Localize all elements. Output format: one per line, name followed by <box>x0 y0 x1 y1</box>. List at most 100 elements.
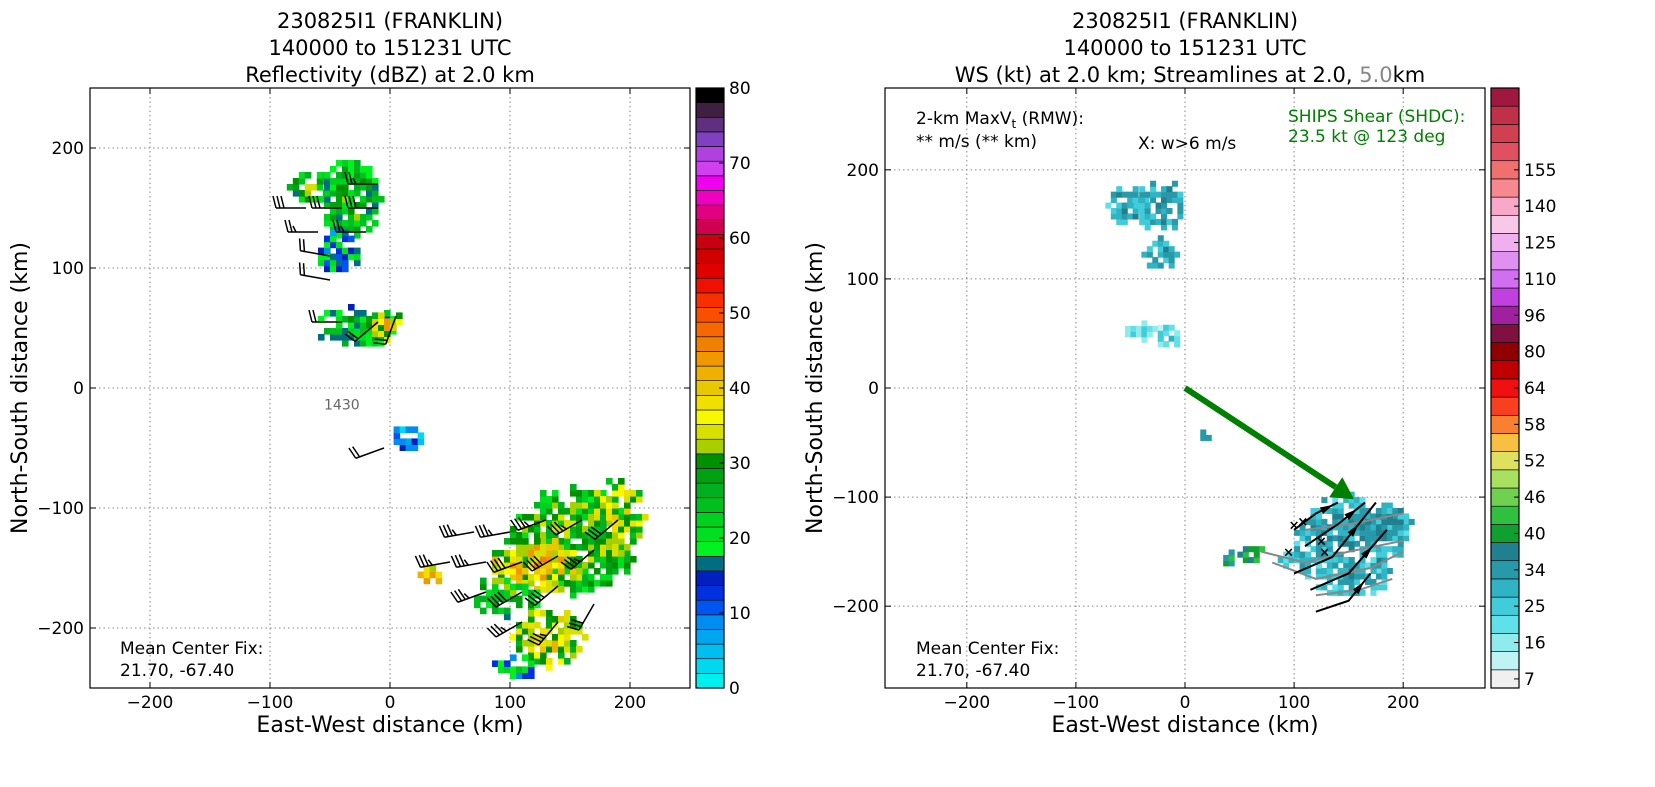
left-echo-pixel <box>540 508 547 515</box>
right-title-line2: 140000 to 151231 UTC <box>1063 36 1306 60</box>
left-colorbar-cell <box>695 409 725 425</box>
left-echo-pixel <box>558 658 565 665</box>
right-ws-pixel <box>1386 524 1393 531</box>
right-ws-pixel <box>1146 325 1153 332</box>
left-echo-pixel <box>540 634 547 641</box>
wind-barb-feather <box>272 195 277 209</box>
right-ws-pixel <box>1157 251 1164 258</box>
right-ws-pixel <box>1168 251 1175 258</box>
left-echo-pixel <box>624 556 631 563</box>
right-ws-pixel <box>1310 524 1317 531</box>
left-echo-pixel <box>366 334 373 341</box>
right-ws-pixel <box>1343 540 1350 547</box>
left-echo-pixel <box>534 634 541 641</box>
left-x-tick-label: −200 <box>127 693 174 713</box>
right-ws-pixel <box>1228 560 1235 567</box>
left-echo-pixel <box>516 601 523 609</box>
left-echo-pixel <box>588 496 595 503</box>
left-echo-pixel <box>324 178 331 185</box>
left-echo-pixel <box>558 574 565 581</box>
left-echo-pixel <box>366 340 373 347</box>
right-colorbar-tick-label: 25 <box>1524 597 1546 617</box>
left-echo-pixel <box>558 538 565 545</box>
left-echo-pixel <box>594 520 601 527</box>
right-ws-pixel <box>1141 325 1148 332</box>
right-ws-pixel <box>1337 568 1344 575</box>
right-ws-pixel <box>1146 331 1153 338</box>
left-echo-pixel <box>360 328 367 335</box>
left-echo-pixel <box>546 520 553 527</box>
wind-barb-feather <box>490 625 501 636</box>
left-echo-pixel <box>594 550 601 557</box>
wind-barb <box>522 555 559 572</box>
left-echo-pixel <box>618 514 625 521</box>
right-ws-pixel <box>1381 551 1388 558</box>
left-echo-pixel <box>606 574 613 581</box>
wind-barb-feather <box>414 555 422 568</box>
left-echo-pixel <box>354 310 361 317</box>
left-echo-pixel <box>612 496 619 503</box>
right-ws-pixel <box>1155 202 1162 209</box>
wind-barb-feather <box>560 524 567 530</box>
right-ws-pixel <box>1144 224 1151 231</box>
left-echo-pixel <box>528 610 535 617</box>
left-echo-pixel <box>570 514 577 521</box>
left-echo-pixel <box>510 556 517 563</box>
left-echo-pixel <box>534 610 541 617</box>
left-echo-pixel <box>492 577 499 585</box>
right-ws-pixel <box>1310 508 1317 515</box>
right-ws-pixel <box>1121 213 1128 220</box>
wind-barb-feather <box>584 531 596 540</box>
right-ws-pixel <box>1392 518 1399 525</box>
right-ws-pixel <box>1163 324 1170 331</box>
right-mean-center-value: 21.70, -67.40 <box>916 661 1030 681</box>
ships-shear-value: 23.5 kt @ 123 deg <box>1288 127 1445 147</box>
right-title-line3: WS (kt) at 2.0 km; Streamlines at 2.0, 5… <box>955 63 1426 87</box>
left-echo-pixel <box>528 672 535 679</box>
left-echo-pixel <box>534 652 541 659</box>
left-echo-pixel <box>354 184 361 191</box>
left-echo-pixel <box>342 253 349 261</box>
right-ws-pixel <box>1166 218 1173 225</box>
left-x-tick-label: 100 <box>494 693 526 713</box>
left-echo-pixel <box>636 526 643 533</box>
left-echo-pixel <box>372 318 379 325</box>
wind-barb <box>566 603 595 631</box>
left-echo-pixel <box>378 196 385 203</box>
wind-barb-staff <box>538 621 559 646</box>
left-echo-pixel <box>624 550 631 557</box>
left-echo-pixel <box>522 532 529 539</box>
left-echo-pixel <box>570 628 577 635</box>
left-echo-pixel <box>399 426 407 433</box>
right-ws-pixel <box>1375 551 1382 558</box>
left-echo-pixel <box>582 544 589 551</box>
left-echo-pixel <box>522 526 529 533</box>
left-echo-pixel <box>354 259 361 267</box>
right-ws-pixel <box>1337 529 1344 536</box>
wind-barb-feather <box>500 626 507 632</box>
left-echo-pixel <box>528 640 535 647</box>
left-echo-pixel <box>612 562 619 569</box>
left-colorbar-tick-label: 70 <box>729 154 751 174</box>
right-ws-pixel <box>1141 320 1148 327</box>
left-echo-pixel <box>336 178 343 185</box>
right-ws-pixel <box>1321 518 1328 525</box>
left-echo-pixel <box>624 544 631 551</box>
left-echo-pixel <box>600 538 607 545</box>
left-echo-pixel <box>540 538 547 545</box>
right-colorbar: 7 16 25 34 40 46 52 58 64 80 96 110 125 140 155 <box>1490 87 1556 690</box>
left-echo-pixel <box>342 220 349 227</box>
right-ws-pixel <box>1315 546 1322 553</box>
right-ws-pixel <box>1332 584 1339 591</box>
left-echo-pixel <box>606 532 613 539</box>
left-y-tick-label: 100 <box>52 259 84 279</box>
left-colorbar-cell <box>695 482 725 499</box>
left-echo-pixel <box>564 538 571 545</box>
left-echo-pixel <box>336 247 343 255</box>
w-marker: × <box>1319 546 1330 561</box>
wind-barb-feather <box>529 557 540 568</box>
right-ws-pixel <box>1321 546 1328 553</box>
left-colorbar-cell <box>695 629 725 645</box>
left-echo-pixel <box>552 562 559 569</box>
